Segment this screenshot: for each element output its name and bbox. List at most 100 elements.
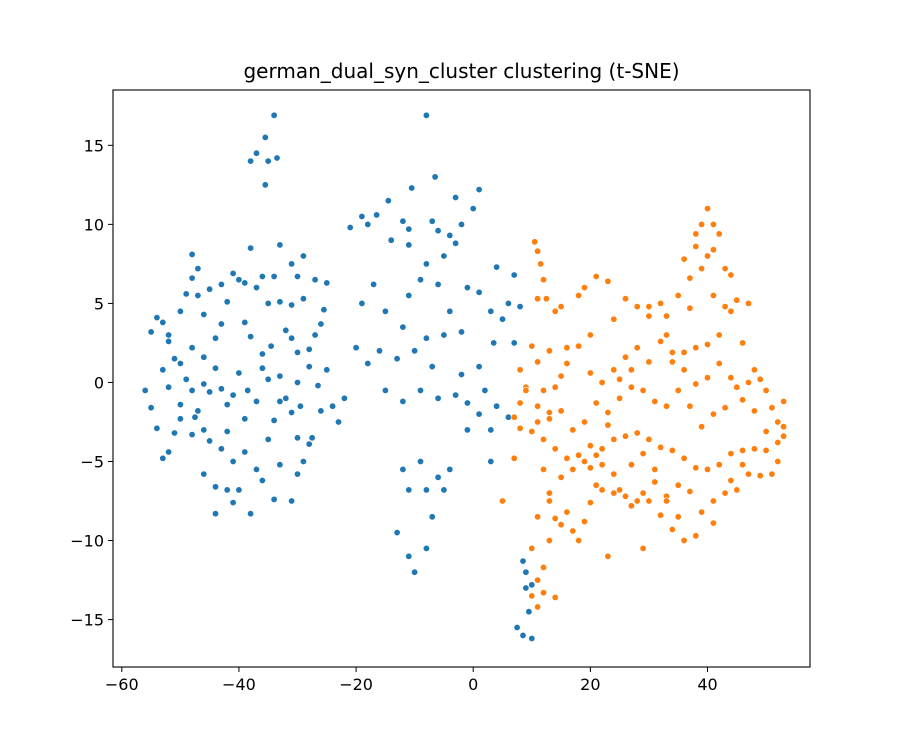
scatter-point [247,510,255,518]
scatter-point [686,487,694,495]
scatter-point [408,184,416,192]
scatter-point [733,296,741,304]
scatter-point [580,418,588,426]
scatter-point [276,461,284,469]
x-tick-label: 0 [468,675,478,694]
x-tick-label: −60 [105,675,139,694]
scatter-point [534,402,542,410]
scatter-point [475,363,483,371]
scatter-point [531,238,539,246]
scatter-point [551,445,559,453]
scatter-point [212,364,220,372]
scatter-point [241,448,249,456]
scatter-point [604,421,612,429]
scatter-point [756,375,764,383]
scatter-point [525,608,533,616]
scatter-point [381,386,389,394]
scatter-point [721,265,729,273]
scatter-point [528,592,536,600]
scatter-point [422,486,430,494]
scatter-point [270,272,278,280]
scatter-point [768,404,776,412]
scatter-point [569,465,577,473]
scatter-point [411,568,419,576]
scatter-point [498,497,506,505]
scatter-point [545,347,553,355]
scatter-point [545,489,553,497]
scatter-point [762,386,770,394]
scatter-point [200,470,208,478]
scatter-point [522,584,530,592]
scatter-point [188,344,196,352]
scatter-point [551,307,559,315]
scatter-point [686,274,694,282]
scatter-point [727,271,735,279]
scatter-point [598,378,606,386]
scatter-point [651,478,659,486]
scatter-point [662,402,670,410]
scatter-point [147,328,155,336]
scatter-point [182,375,190,383]
scatter-point [288,301,296,309]
scatter-point [621,353,629,361]
scatter-point [709,291,717,299]
scatter-point [545,408,553,416]
scatter-point [539,435,547,443]
scatter-point [206,388,214,396]
scatter-point [627,502,635,510]
scatter-point [580,518,588,526]
scatter-point [621,432,629,440]
scatter-point [668,525,676,533]
scatter-point [698,220,706,228]
scatter-point [308,434,316,442]
scatter-point [487,457,495,465]
scatter-point [399,397,407,405]
x-tick-label: −40 [222,675,256,694]
scatter-point [539,589,547,597]
scatter-point [375,347,383,355]
scatter-point [686,304,694,312]
scatter-point [575,342,583,350]
scatter-point [264,299,272,307]
scatter-point [744,299,752,307]
scatter-point [750,407,758,415]
scatter-point [692,243,700,251]
scatter-point [299,252,307,260]
scatter-point [721,404,729,412]
scatter-point [674,481,682,489]
scatter-point [534,295,542,303]
scatter-point [440,331,448,339]
scatter-point [715,331,723,339]
scatter-point [159,454,167,462]
scatter-point [405,225,413,233]
scatter-point [756,472,764,480]
scatter-point [774,418,782,426]
scatter-point [703,465,711,473]
y-tick-label: 15 [84,136,104,155]
scatter-point [487,426,495,434]
scatter-point [296,402,304,410]
x-tick-label: −20 [339,675,373,694]
scatter-point [428,217,436,225]
scatter-point [270,111,278,119]
scatter-point [229,269,237,277]
chart-title: german_dual_syn_cluster clustering (t-SN… [243,59,679,83]
scatter-point [416,386,424,394]
scatter-point [440,252,448,260]
scatter-point [534,418,542,426]
scatter-point [651,465,659,473]
scatter-point [311,331,319,339]
scatter-point [592,272,600,280]
scatter-point [258,350,266,358]
scatter-point [534,358,542,366]
scatter-point [153,314,161,322]
scatter-point [422,260,430,268]
scatter-point [668,446,676,454]
scatter-point [305,345,313,353]
scatter-point [498,315,506,323]
scatter-point [176,401,184,409]
scatter-point [534,603,542,611]
scatter-point [528,427,536,435]
scatter-point [194,291,202,299]
